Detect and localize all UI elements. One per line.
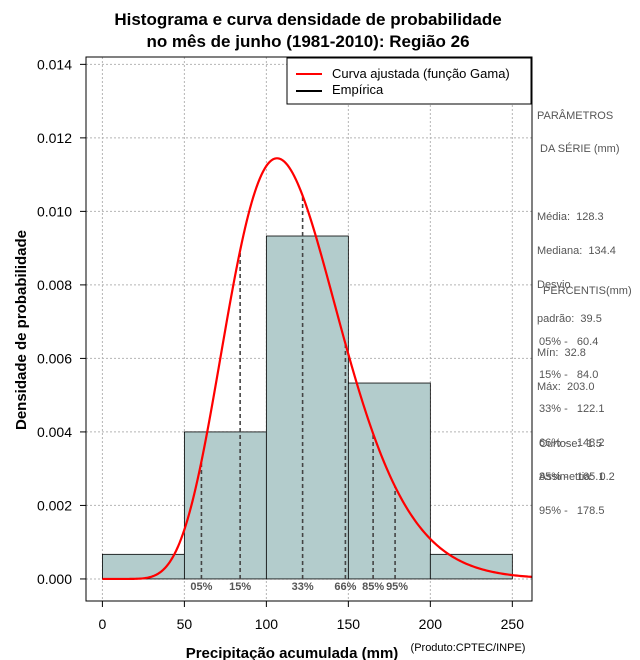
percentile-95: 95% - 178.5 — [539, 505, 605, 518]
percentile-label-95%: 95% — [386, 581, 408, 593]
bar-2 — [265, 235, 349, 580]
percentile-lines — [200, 195, 396, 579]
chart-title-line-2: no mês de junho (1981-2010): Região 26 — [146, 32, 469, 51]
y-axis-label: Densidade de probabilidade — [13, 230, 30, 430]
y-tick-label-7: 0.014 — [37, 56, 72, 72]
bar-0 — [101, 553, 185, 580]
stat-kurtosis: Curtose: 1.5 — [539, 437, 602, 450]
percentile-05: 05% - 60.4 — [539, 335, 599, 348]
gamma-curve-line — [102, 157, 533, 581]
percentile-label-85%: 85% — [362, 581, 384, 593]
legend-fitted-label: Curva ajustada (função Gama) — [332, 66, 510, 81]
histogram-bars — [101, 235, 513, 580]
bar-3 — [347, 382, 431, 580]
stat-max: Máx: 203.0 — [537, 380, 595, 393]
bar-1 — [183, 431, 267, 580]
legend-empirical-label: Empírica — [332, 82, 384, 97]
x-tick-label-3: 150 — [337, 616, 361, 632]
percentile-15: 15% - 84.0 — [539, 369, 599, 382]
y-tick-label-5: 0.010 — [37, 203, 72, 219]
x-axis: 0 50 100 150 200 250 — [98, 601, 524, 632]
chart-title-line-1: Histograma e curva densidade de probabil… — [114, 10, 501, 29]
params-title-unit: DA SÉRIE (mm) — [537, 143, 620, 156]
y-tick-label-3: 0.006 — [37, 350, 72, 366]
y-tick-label-0: 0.000 — [37, 571, 72, 587]
fitted-curve — [102, 157, 533, 581]
legend: Curva ajustada (função Gama) Empírica — [286, 57, 532, 105]
stat-std: padrão: 39.5 — [537, 312, 602, 325]
stat-median: Mediana: 134.4 — [537, 245, 616, 258]
percentile-33: 33% - 122.1 — [539, 403, 605, 416]
stat-mean: Média: 128.3 — [537, 211, 604, 224]
x-tick-label-0: 0 — [98, 616, 106, 632]
percentile-label-33%: 33% — [292, 581, 314, 593]
percentile-label-15%: 15% — [229, 581, 251, 593]
product-credit: (Produto:CPTEC/INPE) — [411, 642, 526, 654]
y-tick-label-2: 0.004 — [37, 424, 72, 440]
percentiles-title: PERCENTIS(mm) — [543, 285, 632, 297]
y-tick-label-6: 0.012 — [37, 130, 72, 146]
percentile-label-05%: 05% — [190, 581, 212, 593]
x-axis-label: Precipitação acumulada (mm) — [186, 645, 399, 660]
y-axis: 0.000 0.002 0.004 0.006 0.008 0.010 0.012 0.014 — [37, 56, 86, 587]
stat-skewness: Assimetria: 0.2 — [539, 471, 615, 484]
x-tick-label-5: 250 — [501, 616, 525, 632]
plot-frame — [85, 56, 533, 602]
percentile-labels: 05% 15% 33% 66% 85% 95% — [190, 581, 408, 593]
params-title: PARÂMETROS — [537, 109, 614, 122]
legend-box — [286, 57, 532, 105]
y-tick-label-4: 0.008 — [37, 277, 72, 293]
percentiles-panel: 05% - 60.4 15% - 84.0 33% - 122.1 66% - … — [539, 314, 604, 529]
stat-min: Mín: 32.8 — [537, 346, 586, 359]
x-tick-label-2: 100 — [255, 616, 279, 632]
x-tick-label-4: 200 — [419, 616, 443, 632]
shape-stats-panel: Curtose: 1.5 Assimetria: 0.2 — [539, 416, 615, 495]
stat-std-label: Desvio — [537, 279, 571, 292]
percentile-label-66%: 66% — [334, 581, 356, 593]
percentile-85: 85% - 165.1 — [539, 471, 605, 484]
series-parameters-panel: PARÂMETROS DA SÉRIE (mm) Média: 128.3 Me… — [537, 88, 620, 404]
percentile-66: 66% - 148.2 — [539, 437, 605, 450]
y-tick-label-1: 0.002 — [37, 497, 72, 513]
x-tick-label-1: 50 — [177, 616, 193, 632]
